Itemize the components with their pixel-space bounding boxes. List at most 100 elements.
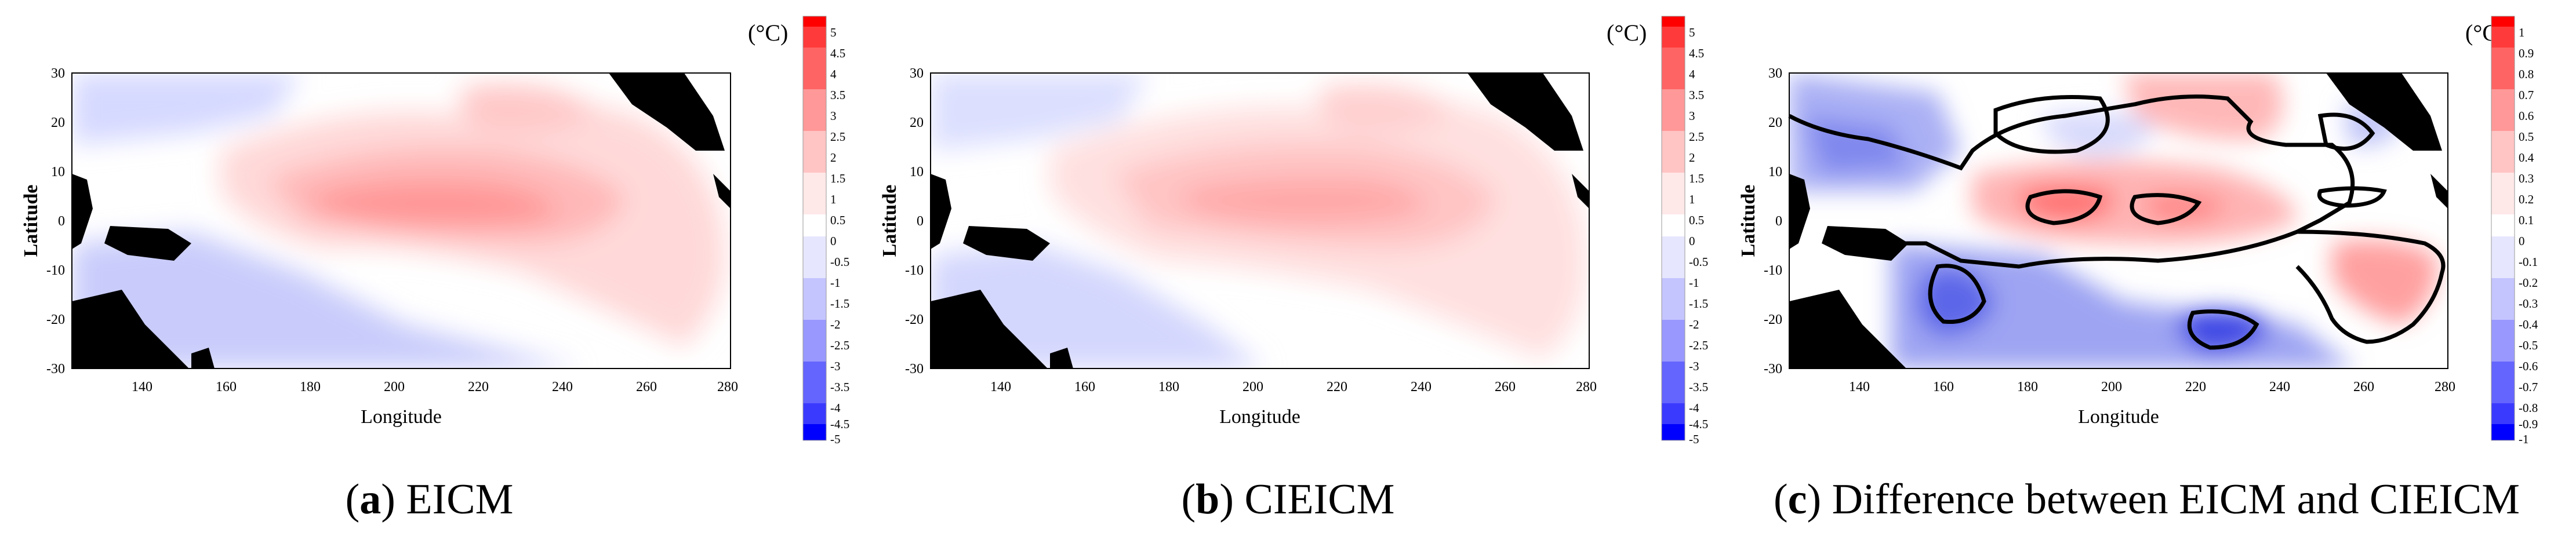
colorbar-tick: 1 [1689,192,1695,206]
colorbar-red-1 [1662,131,1685,173]
colorbar-tick: 1.5 [1689,172,1704,185]
colorbar-red-0 [2491,173,2515,214]
colorbar-red-5 [2491,16,2515,27]
colorbar-tick: -2.5 [830,338,849,352]
colorbar-frame [1661,16,1685,441]
colorbar-blue-5 [1662,424,1685,440]
colorbar-tick: -4 [1689,401,1699,415]
colorbar-tick: -0.5 [1689,255,1708,269]
caption-c: (c) Difference between EICM and CIEICM [1773,476,2520,523]
ytick-label: 0 [917,214,924,229]
cool-region-north [931,73,1149,151]
colorbar-tick: 3 [830,109,837,123]
x-ticks: 140 160 180 200 220 240 260 280 [990,380,1597,395]
colorbar-tick: -4.5 [1689,417,1708,431]
map-figure-b: 30 20 10 0 -10 -20 -30 140 160 180 200 2… [879,16,1708,446]
colorbar-red-5 [803,16,826,27]
caption-text: CIEICM [1244,476,1395,523]
colorbar-tick: 5 [830,25,837,39]
colorbar-red-3 [2491,48,2515,89]
land-central-america [1572,174,1589,209]
warm-region-core [1183,178,1427,224]
colorbar-tick: 0.6 [2519,109,2534,123]
land-north-america [609,73,725,151]
xtick-label: 200 [384,380,405,395]
colorbar-tick: -1 [1689,276,1699,290]
colorbar-blue-5 [2491,424,2515,440]
heatmap-field [72,73,731,368]
colorbar-tick: -0.3 [2519,297,2538,311]
colorbar-blue-0 [803,236,826,278]
xtick-label: 160 [1933,380,1954,395]
plot-frame [930,72,1590,369]
contour-east-small [2317,186,2387,208]
caption-a: (a) EICM [345,476,514,523]
land-new-guinea [104,226,191,261]
ytick-label: -20 [1764,312,1782,327]
map-figure-a: 30 20 10 0 -10 -20 -30 140 160 180 200 2… [20,16,849,446]
caption-text: Difference between EICM and CIEICM [1832,476,2520,523]
caption-letter: c [1787,476,1807,523]
colorbar-blue-1 [803,278,826,320]
y-axis-label: Latitude [1738,185,1759,257]
ytick-label: -10 [905,263,924,278]
colorbar-blue-2 [1662,320,1685,362]
unit-label: (°C) [748,20,788,46]
caption-letter: b [1196,476,1220,523]
colorbar-blue-4 [803,403,826,424]
colorbar-tick: 2 [830,151,837,165]
colorbar-tick: -5 [1689,432,1699,446]
land-new-zealand [191,348,215,368]
land-masks [931,73,1589,368]
xtick-label: 240 [2269,380,2290,395]
ytick-label: 30 [910,66,924,81]
colorbar-tick: 3 [1689,109,1695,123]
ytick-label: 20 [51,115,65,130]
land-masks [72,73,731,368]
contour-south-1 [1928,264,1986,324]
warm-region-north [1320,84,1456,134]
colorbar-tick: 5 [1689,25,1695,39]
land-islands-west [931,174,951,249]
xtick-label: 220 [468,380,489,395]
plot-frame [71,72,731,369]
colorbar-blue-2 [803,320,826,362]
ytick-label: 30 [1768,66,1782,81]
xtick-label: 200 [1242,380,1263,395]
colorbar-tick: 0.2 [2519,192,2534,206]
colorbar-red-0 [803,173,826,214]
colorbar-red-4 [1662,27,1685,48]
land-masks [1789,73,2448,368]
warm-region-north [2123,73,2283,140]
colorbar-tick: -2 [1689,318,1699,331]
colorbar-red-1 [803,131,826,173]
colorbar [1661,16,1685,441]
x-axis-label: Longitude [361,406,442,428]
caption-text: EICM [406,476,514,523]
colorbar-tick: -0.7 [2519,380,2538,394]
xtick-label: 260 [1495,380,1516,395]
colorbar-ticks: 5 4.5 4 3.5 3 2.5 2 1.5 1 0.5 0 -0.5 -1 … [1689,25,1708,446]
land-islands-west [1789,174,1810,249]
land-islands-west [72,174,93,249]
colorbar-red-4 [2491,27,2515,48]
colorbar-blue-1 [2491,278,2515,320]
ytick-label: 0 [58,214,65,229]
xtick-label: 180 [2017,380,2038,395]
colorbar-tick: 2 [1689,151,1695,165]
colorbar-tick: -5 [830,432,841,446]
warm-region-eq-core-2 [2145,195,2228,220]
land-north-america [1467,73,1583,151]
map-figure-c: 30 20 10 0 -10 -20 -30 140 160 180 200 2… [1738,16,2538,446]
heatmap-field [931,73,1589,368]
xtick-label: 140 [132,380,152,395]
xtick-label: 200 [2101,380,2122,395]
colorbar-tick: 0.1 [2519,213,2534,227]
colorbar-red-2 [803,89,826,131]
colorbar-tick: -3.5 [1689,380,1708,394]
colorbar-frame [802,16,827,441]
colorbar-blue-5 [803,424,826,440]
caption-letter: a [359,476,382,523]
colorbar-tick: -1.5 [1689,297,1708,311]
ytick-label: 20 [910,115,924,130]
